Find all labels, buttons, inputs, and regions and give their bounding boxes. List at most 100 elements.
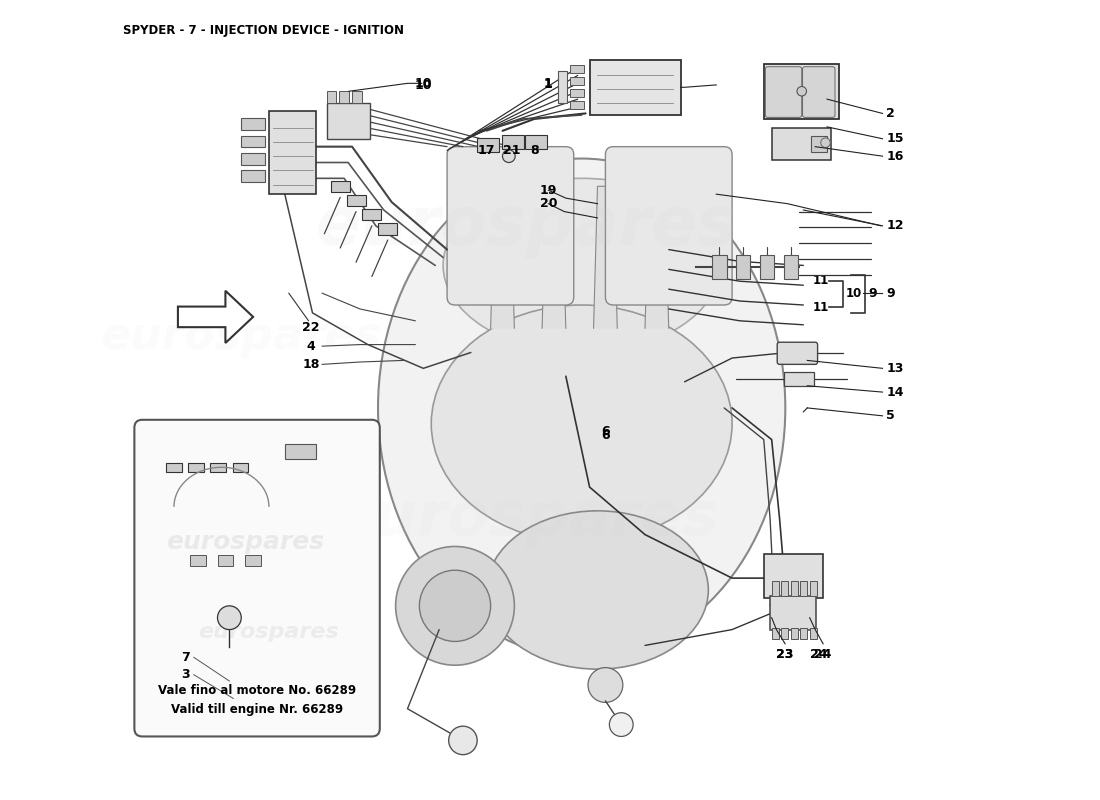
Bar bbox=[232, 462, 249, 472]
Bar bbox=[190, 555, 206, 566]
FancyBboxPatch shape bbox=[803, 66, 835, 118]
PathPatch shape bbox=[542, 186, 565, 329]
Bar bbox=[770, 596, 816, 630]
Bar bbox=[713, 255, 726, 279]
Ellipse shape bbox=[378, 158, 785, 658]
Bar bbox=[781, 581, 789, 596]
Text: 19: 19 bbox=[540, 184, 557, 197]
FancyBboxPatch shape bbox=[134, 420, 380, 737]
Text: 13: 13 bbox=[887, 362, 904, 375]
Text: 16: 16 bbox=[887, 150, 904, 162]
Bar bbox=[340, 91, 349, 103]
FancyBboxPatch shape bbox=[447, 146, 574, 305]
Text: 7: 7 bbox=[182, 650, 190, 664]
Bar bbox=[783, 371, 814, 386]
Bar bbox=[570, 77, 584, 85]
Text: 23: 23 bbox=[777, 649, 794, 662]
Text: 14: 14 bbox=[887, 386, 904, 398]
Text: eurospares: eurospares bbox=[166, 530, 324, 554]
Bar bbox=[800, 581, 807, 596]
Circle shape bbox=[449, 726, 477, 754]
Bar bbox=[811, 136, 827, 152]
Bar bbox=[781, 628, 789, 639]
Bar bbox=[772, 129, 830, 160]
Bar bbox=[352, 91, 362, 103]
Text: 23: 23 bbox=[777, 649, 794, 662]
Text: 24: 24 bbox=[814, 649, 832, 662]
Bar bbox=[477, 138, 499, 152]
Text: 18: 18 bbox=[302, 358, 320, 371]
Bar bbox=[270, 111, 317, 194]
Bar bbox=[810, 581, 817, 596]
Circle shape bbox=[821, 138, 830, 147]
Bar bbox=[525, 135, 547, 149]
Text: 22: 22 bbox=[302, 321, 320, 334]
Text: 15: 15 bbox=[887, 132, 904, 146]
Text: Valid till engine Nr. 66289: Valid till engine Nr. 66289 bbox=[170, 703, 343, 716]
Bar bbox=[285, 443, 317, 459]
Text: 6: 6 bbox=[601, 429, 609, 442]
Text: 11: 11 bbox=[813, 274, 828, 287]
Ellipse shape bbox=[443, 178, 720, 353]
Bar bbox=[327, 103, 371, 138]
Bar bbox=[331, 181, 350, 192]
Ellipse shape bbox=[486, 511, 708, 669]
Bar bbox=[763, 63, 839, 119]
Bar bbox=[241, 135, 265, 147]
Text: 10: 10 bbox=[415, 77, 432, 90]
Bar bbox=[241, 170, 265, 182]
Text: 10: 10 bbox=[845, 287, 861, 301]
Bar bbox=[772, 628, 779, 639]
Ellipse shape bbox=[431, 305, 733, 542]
Bar bbox=[736, 255, 750, 279]
Bar bbox=[166, 462, 182, 472]
Circle shape bbox=[798, 86, 806, 96]
Bar bbox=[502, 135, 524, 149]
Text: eurospares: eurospares bbox=[316, 193, 737, 259]
Bar bbox=[378, 223, 397, 234]
Text: 11: 11 bbox=[813, 301, 828, 314]
Text: 2: 2 bbox=[887, 107, 895, 120]
Bar bbox=[241, 153, 265, 165]
Circle shape bbox=[609, 713, 634, 737]
Circle shape bbox=[588, 667, 623, 702]
Bar bbox=[760, 255, 774, 279]
Text: eurospares: eurospares bbox=[198, 622, 339, 642]
Bar bbox=[218, 555, 233, 566]
Text: eurospares: eurospares bbox=[333, 490, 719, 548]
Text: 1: 1 bbox=[544, 78, 553, 91]
PathPatch shape bbox=[491, 186, 515, 329]
Text: 5: 5 bbox=[887, 410, 895, 422]
Text: 6: 6 bbox=[601, 425, 609, 438]
Bar bbox=[791, 628, 798, 639]
Text: 9: 9 bbox=[868, 287, 877, 301]
Text: 3: 3 bbox=[182, 668, 190, 682]
PathPatch shape bbox=[594, 186, 617, 329]
Text: Vale fino al motore No. 66289: Vale fino al motore No. 66289 bbox=[158, 684, 356, 697]
Polygon shape bbox=[178, 290, 253, 343]
Bar bbox=[346, 195, 365, 206]
FancyBboxPatch shape bbox=[778, 342, 817, 364]
Bar bbox=[570, 101, 584, 109]
Text: 1: 1 bbox=[544, 77, 553, 90]
FancyBboxPatch shape bbox=[766, 66, 802, 118]
Bar bbox=[558, 71, 568, 103]
Circle shape bbox=[396, 546, 515, 666]
Circle shape bbox=[503, 150, 515, 162]
Bar bbox=[570, 65, 584, 73]
FancyBboxPatch shape bbox=[605, 146, 733, 305]
Text: 10: 10 bbox=[415, 79, 432, 92]
Bar bbox=[810, 628, 817, 639]
Text: 24: 24 bbox=[811, 649, 828, 662]
Text: 9: 9 bbox=[887, 286, 895, 300]
Text: 12: 12 bbox=[887, 219, 904, 232]
Text: 8: 8 bbox=[530, 144, 539, 157]
Bar bbox=[241, 118, 265, 130]
Text: SPYDER - 7 - INJECTION DEVICE - IGNITION: SPYDER - 7 - INJECTION DEVICE - IGNITION bbox=[123, 24, 405, 37]
Text: 4: 4 bbox=[307, 340, 316, 353]
Bar bbox=[791, 581, 798, 596]
Bar bbox=[245, 555, 261, 566]
Bar bbox=[783, 255, 798, 279]
Bar bbox=[570, 89, 584, 97]
Bar bbox=[772, 581, 779, 596]
